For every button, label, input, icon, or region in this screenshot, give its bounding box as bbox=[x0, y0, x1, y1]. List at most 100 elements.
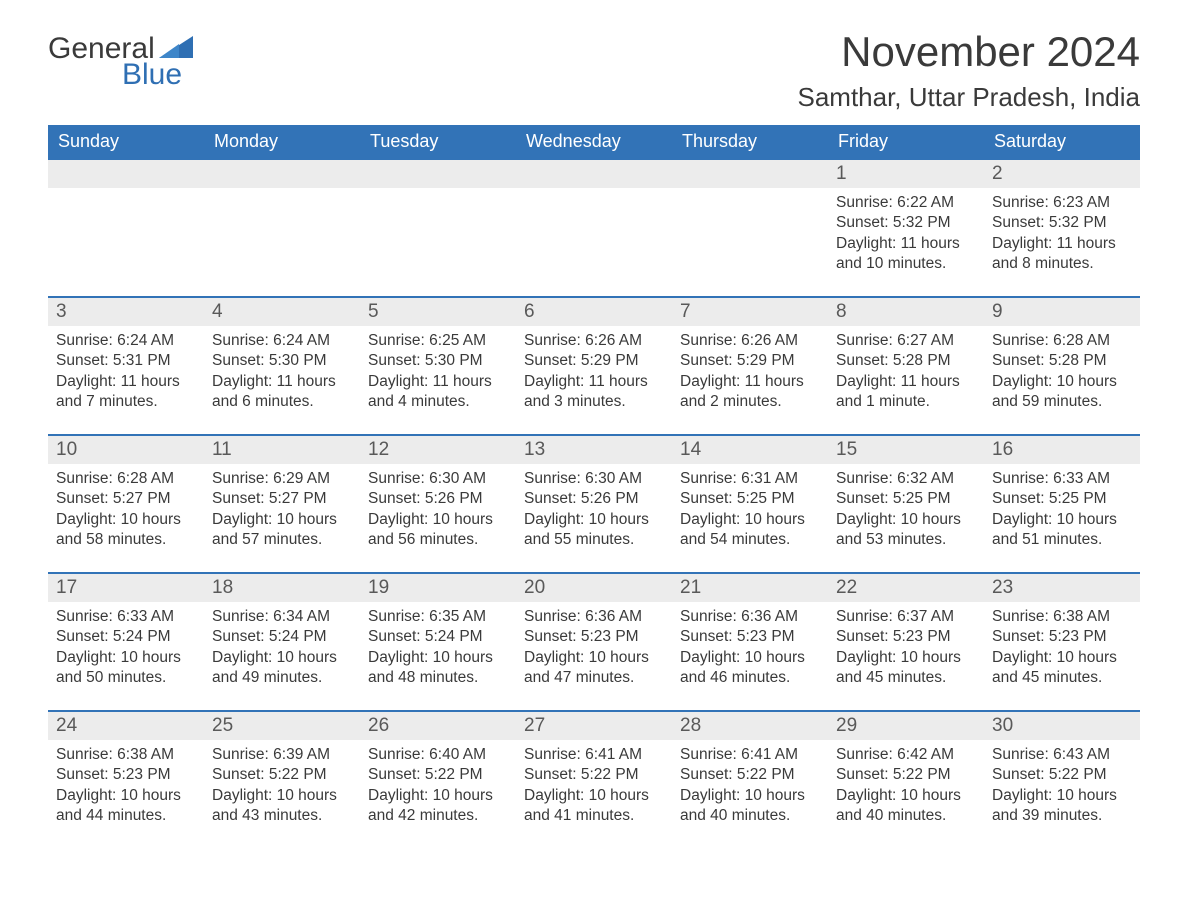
sunset-text: Sunset: 5:22 PM bbox=[212, 765, 352, 785]
date-number: 17 bbox=[48, 574, 204, 602]
sunrise-text: Sunrise: 6:40 AM bbox=[368, 745, 508, 765]
daylight-text: Daylight: 10 hours and 40 minutes. bbox=[836, 786, 976, 827]
sunrise-text: Sunrise: 6:36 AM bbox=[680, 607, 820, 627]
date-number bbox=[672, 160, 828, 188]
day-cell: Sunrise: 6:43 AMSunset: 5:22 PMDaylight:… bbox=[984, 740, 1140, 830]
date-number: 14 bbox=[672, 436, 828, 464]
sunrise-text: Sunrise: 6:30 AM bbox=[368, 469, 508, 489]
sunset-text: Sunset: 5:29 PM bbox=[524, 351, 664, 371]
daylight-text: Daylight: 10 hours and 47 minutes. bbox=[524, 648, 664, 689]
sunrise-text: Sunrise: 6:42 AM bbox=[836, 745, 976, 765]
sunrise-text: Sunrise: 6:30 AM bbox=[524, 469, 664, 489]
day-cell: Sunrise: 6:33 AMSunset: 5:25 PMDaylight:… bbox=[984, 464, 1140, 554]
date-number: 26 bbox=[360, 712, 516, 740]
date-number: 5 bbox=[360, 298, 516, 326]
daylight-text: Daylight: 11 hours and 10 minutes. bbox=[836, 234, 976, 275]
date-number: 15 bbox=[828, 436, 984, 464]
date-number bbox=[360, 160, 516, 188]
sunset-text: Sunset: 5:27 PM bbox=[56, 489, 196, 509]
date-number-row: 24252627282930 bbox=[48, 712, 1140, 740]
day-cell: Sunrise: 6:42 AMSunset: 5:22 PMDaylight:… bbox=[828, 740, 984, 830]
sunrise-text: Sunrise: 6:41 AM bbox=[524, 745, 664, 765]
sunset-text: Sunset: 5:22 PM bbox=[680, 765, 820, 785]
calendar-grid: SundayMondayTuesdayWednesdayThursdayFrid… bbox=[48, 125, 1140, 830]
header-bar: General Blue November 2024 Samthar, Utta… bbox=[48, 28, 1140, 113]
day-cell: Sunrise: 6:28 AMSunset: 5:27 PMDaylight:… bbox=[48, 464, 204, 554]
daylight-text: Daylight: 10 hours and 44 minutes. bbox=[56, 786, 196, 827]
brand-logo: General Blue bbox=[48, 28, 193, 90]
day-cell: Sunrise: 6:26 AMSunset: 5:29 PMDaylight:… bbox=[672, 326, 828, 416]
date-number: 8 bbox=[828, 298, 984, 326]
sunset-text: Sunset: 5:22 PM bbox=[836, 765, 976, 785]
date-number: 13 bbox=[516, 436, 672, 464]
sunrise-text: Sunrise: 6:26 AM bbox=[680, 331, 820, 351]
daylight-text: Daylight: 10 hours and 53 minutes. bbox=[836, 510, 976, 551]
date-number: 22 bbox=[828, 574, 984, 602]
day-of-week-header: Friday bbox=[828, 125, 984, 158]
day-cell: Sunrise: 6:30 AMSunset: 5:26 PMDaylight:… bbox=[360, 464, 516, 554]
day-cell: Sunrise: 6:34 AMSunset: 5:24 PMDaylight:… bbox=[204, 602, 360, 692]
sunset-text: Sunset: 5:26 PM bbox=[368, 489, 508, 509]
sunset-text: Sunset: 5:24 PM bbox=[56, 627, 196, 647]
day-cell: Sunrise: 6:26 AMSunset: 5:29 PMDaylight:… bbox=[516, 326, 672, 416]
day-cell: Sunrise: 6:25 AMSunset: 5:30 PMDaylight:… bbox=[360, 326, 516, 416]
day-content-row: Sunrise: 6:22 AMSunset: 5:32 PMDaylight:… bbox=[48, 188, 1140, 278]
title-block: November 2024 Samthar, Uttar Pradesh, In… bbox=[797, 28, 1140, 113]
day-cell bbox=[672, 188, 828, 278]
sunset-text: Sunset: 5:23 PM bbox=[992, 627, 1132, 647]
day-cell: Sunrise: 6:40 AMSunset: 5:22 PMDaylight:… bbox=[360, 740, 516, 830]
day-cell: Sunrise: 6:24 AMSunset: 5:30 PMDaylight:… bbox=[204, 326, 360, 416]
brand-word2: Blue bbox=[48, 60, 193, 90]
day-content-row: Sunrise: 6:33 AMSunset: 5:24 PMDaylight:… bbox=[48, 602, 1140, 692]
daylight-text: Daylight: 10 hours and 40 minutes. bbox=[680, 786, 820, 827]
day-cell: Sunrise: 6:38 AMSunset: 5:23 PMDaylight:… bbox=[48, 740, 204, 830]
date-number: 27 bbox=[516, 712, 672, 740]
week-row: 12Sunrise: 6:22 AMSunset: 5:32 PMDayligh… bbox=[48, 158, 1140, 278]
sunset-text: Sunset: 5:25 PM bbox=[836, 489, 976, 509]
sunset-text: Sunset: 5:28 PM bbox=[992, 351, 1132, 371]
day-of-week-header: Wednesday bbox=[516, 125, 672, 158]
date-number: 1 bbox=[828, 160, 984, 188]
day-cell: Sunrise: 6:33 AMSunset: 5:24 PMDaylight:… bbox=[48, 602, 204, 692]
daylight-text: Daylight: 10 hours and 41 minutes. bbox=[524, 786, 664, 827]
sunrise-text: Sunrise: 6:41 AM bbox=[680, 745, 820, 765]
sunrise-text: Sunrise: 6:32 AM bbox=[836, 469, 976, 489]
date-number: 12 bbox=[360, 436, 516, 464]
sunrise-text: Sunrise: 6:25 AM bbox=[368, 331, 508, 351]
day-cell: Sunrise: 6:32 AMSunset: 5:25 PMDaylight:… bbox=[828, 464, 984, 554]
week-row: 17181920212223Sunrise: 6:33 AMSunset: 5:… bbox=[48, 572, 1140, 692]
date-number: 29 bbox=[828, 712, 984, 740]
daylight-text: Daylight: 10 hours and 45 minutes. bbox=[992, 648, 1132, 689]
day-content-row: Sunrise: 6:38 AMSunset: 5:23 PMDaylight:… bbox=[48, 740, 1140, 830]
day-cell: Sunrise: 6:24 AMSunset: 5:31 PMDaylight:… bbox=[48, 326, 204, 416]
daylight-text: Daylight: 10 hours and 50 minutes. bbox=[56, 648, 196, 689]
date-number: 2 bbox=[984, 160, 1140, 188]
sunrise-text: Sunrise: 6:38 AM bbox=[992, 607, 1132, 627]
daylight-text: Daylight: 10 hours and 56 minutes. bbox=[368, 510, 508, 551]
day-cell: Sunrise: 6:38 AMSunset: 5:23 PMDaylight:… bbox=[984, 602, 1140, 692]
sunrise-text: Sunrise: 6:28 AM bbox=[992, 331, 1132, 351]
day-of-week-header: Monday bbox=[204, 125, 360, 158]
daylight-text: Daylight: 11 hours and 4 minutes. bbox=[368, 372, 508, 413]
day-of-week-header: Tuesday bbox=[360, 125, 516, 158]
date-number: 10 bbox=[48, 436, 204, 464]
sunset-text: Sunset: 5:30 PM bbox=[212, 351, 352, 371]
daylight-text: Daylight: 10 hours and 49 minutes. bbox=[212, 648, 352, 689]
sunset-text: Sunset: 5:25 PM bbox=[680, 489, 820, 509]
sunset-text: Sunset: 5:31 PM bbox=[56, 351, 196, 371]
date-number: 30 bbox=[984, 712, 1140, 740]
daylight-text: Daylight: 10 hours and 58 minutes. bbox=[56, 510, 196, 551]
daylight-text: Daylight: 10 hours and 51 minutes. bbox=[992, 510, 1132, 551]
daylight-text: Daylight: 10 hours and 42 minutes. bbox=[368, 786, 508, 827]
day-content-row: Sunrise: 6:24 AMSunset: 5:31 PMDaylight:… bbox=[48, 326, 1140, 416]
daylight-text: Daylight: 10 hours and 46 minutes. bbox=[680, 648, 820, 689]
daylight-text: Daylight: 11 hours and 7 minutes. bbox=[56, 372, 196, 413]
sunrise-text: Sunrise: 6:33 AM bbox=[992, 469, 1132, 489]
date-number: 23 bbox=[984, 574, 1140, 602]
sunrise-text: Sunrise: 6:38 AM bbox=[56, 745, 196, 765]
day-cell: Sunrise: 6:36 AMSunset: 5:23 PMDaylight:… bbox=[516, 602, 672, 692]
date-number bbox=[48, 160, 204, 188]
daylight-text: Daylight: 10 hours and 45 minutes. bbox=[836, 648, 976, 689]
sunrise-text: Sunrise: 6:28 AM bbox=[56, 469, 196, 489]
sunrise-text: Sunrise: 6:24 AM bbox=[56, 331, 196, 351]
